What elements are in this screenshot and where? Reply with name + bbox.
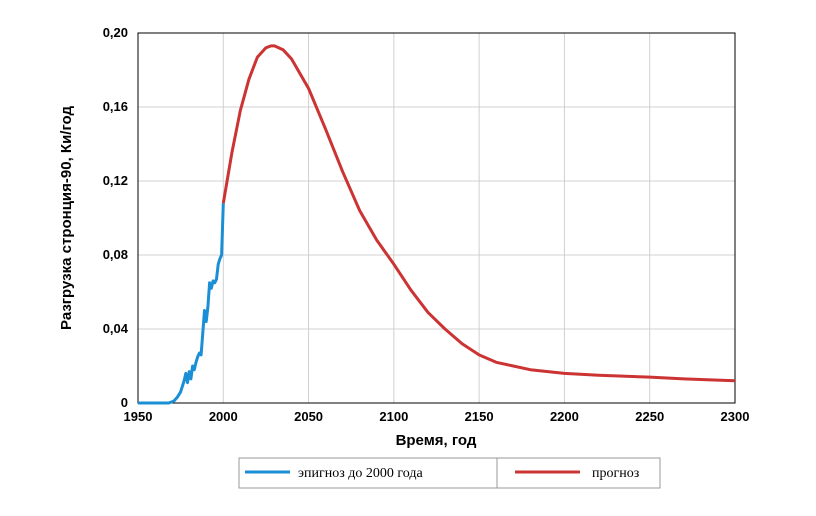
x-axis-label: Время, год (396, 432, 477, 449)
x-tick-label: 2000 (209, 409, 238, 424)
series-line-epignoz (138, 203, 225, 405)
grid (137, 32, 736, 404)
legend-box (238, 457, 661, 489)
y-tick-label: 0,20 (103, 25, 128, 40)
series-line-prognoz (221, 44, 736, 383)
y-tick-label: 0,12 (103, 173, 128, 188)
y-axis-label: Разгрузка стронция-90, Ки/год (58, 106, 75, 330)
legend: эпигноз до 2000 года прогноз (238, 457, 661, 489)
y-tick-label: 0,04 (103, 321, 129, 336)
y-axis-ticks: 0 0,04 0,08 0,12 0,16 0,20 (103, 25, 129, 410)
x-tick-label: 2050 (294, 409, 323, 424)
x-tick-label: 2250 (635, 409, 664, 424)
x-tick-label: 1950 (124, 409, 153, 424)
x-axis-ticks: 1950 2000 2050 2100 2150 2200 2250 2300 (124, 409, 750, 424)
x-tick-label: 2150 (465, 409, 494, 424)
legend-label-epignoz: эпигноз до 2000 года (298, 466, 423, 481)
series-group (138, 44, 736, 405)
y-tick-label: 0,16 (103, 99, 128, 114)
x-tick-label: 2200 (550, 409, 579, 424)
y-tick-label: 0,08 (103, 247, 128, 262)
plot-area-border (137, 32, 736, 404)
x-tick-label: 2100 (379, 409, 408, 424)
y-tick-label: 0 (121, 395, 128, 410)
x-tick-label: 2300 (721, 409, 750, 424)
legend-label-prognoz: прогноз (592, 466, 640, 481)
